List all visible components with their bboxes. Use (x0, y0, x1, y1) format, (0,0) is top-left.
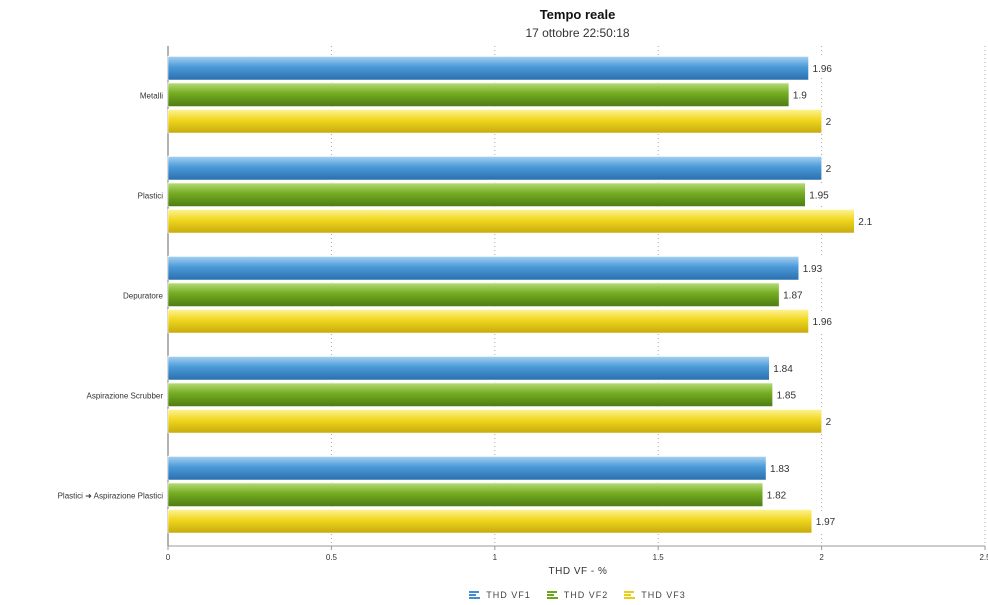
chart-subtitle: 17 ottobre 22:50:18 (525, 26, 630, 40)
bar[interactable] (167, 155, 822, 181)
bar[interactable] (167, 308, 809, 334)
data-label-bg (809, 58, 840, 78)
data-label-bg (773, 384, 804, 405)
bar[interactable] (167, 55, 809, 81)
legend-item[interactable]: THD VF1 (469, 590, 531, 600)
data-label: 1.95 (809, 191, 829, 202)
x-tick-label: 0 (166, 553, 171, 562)
bar[interactable] (167, 108, 822, 134)
data-label: 1.93 (803, 264, 823, 275)
data-label-bg (806, 184, 837, 205)
bar[interactable] (167, 408, 822, 434)
data-label-bg (822, 158, 835, 178)
legend-label: THD VF3 (641, 590, 686, 600)
data-label-bg (822, 111, 835, 131)
data-label: 2 (826, 117, 832, 128)
data-label-bg (763, 484, 794, 505)
x-tick-label: 2.5 (979, 553, 988, 562)
bar[interactable] (167, 208, 855, 234)
bar[interactable] (167, 182, 806, 207)
data-label: 1.83 (770, 464, 790, 475)
x-tick-label: 1 (493, 553, 498, 562)
bar[interactable] (167, 355, 770, 381)
x-axis-label: THD VF - % (549, 566, 608, 577)
chart-legend: THD VF1 THD VF2 THD VF3 (0, 590, 988, 602)
data-label-bg (770, 358, 801, 378)
legend-label: THD VF2 (563, 590, 609, 600)
category-label: Depuratore (123, 292, 164, 301)
chart-title: Tempo reale (539, 7, 616, 22)
data-label: 2.1 (858, 217, 872, 228)
category-label: Plastici (138, 192, 164, 201)
legend-item[interactable]: THD VF2 (546, 590, 609, 600)
data-label: 1.87 (783, 291, 803, 302)
data-label: 1.9 (793, 91, 807, 102)
x-tick-label: 1.5 (653, 553, 665, 562)
bar[interactable] (167, 482, 764, 507)
bar[interactable] (167, 508, 813, 534)
data-label-bg (809, 311, 840, 331)
data-label-bg (822, 411, 835, 431)
legend-item[interactable]: THD VF3 (624, 590, 686, 600)
data-label-bg (780, 284, 811, 305)
category-label: Plastici ➜ Aspirazione Plastici (58, 492, 164, 501)
bar-legend-icon (469, 590, 481, 600)
x-tick-label: 0.5 (326, 553, 338, 562)
x-tick-label: 2 (819, 553, 824, 562)
data-label: 1.82 (767, 491, 787, 502)
bar[interactable] (167, 455, 767, 481)
bar[interactable] (167, 282, 780, 307)
data-label-bg (799, 258, 830, 278)
data-label-bg (767, 458, 798, 478)
bar[interactable] (167, 382, 773, 407)
data-label: 1.85 (777, 391, 797, 402)
legend-label: THD VF1 (486, 590, 531, 600)
data-label: 1.84 (773, 364, 793, 375)
bar[interactable] (167, 255, 799, 281)
bar-legend-icon (546, 590, 559, 600)
bar[interactable] (167, 82, 790, 107)
category-label: Aspirazione Scrubber (87, 392, 164, 401)
data-label: 2 (826, 417, 832, 428)
data-label: 2 (826, 164, 832, 175)
bar-legend-icon (624, 590, 636, 600)
data-label-bg (812, 511, 843, 531)
data-label: 1.96 (813, 64, 833, 75)
data-label: 1.96 (813, 317, 833, 328)
data-label: 1.97 (816, 517, 836, 528)
category-label: Metalli (140, 92, 163, 101)
data-label-bg (855, 211, 880, 231)
data-label-bg (789, 84, 814, 105)
